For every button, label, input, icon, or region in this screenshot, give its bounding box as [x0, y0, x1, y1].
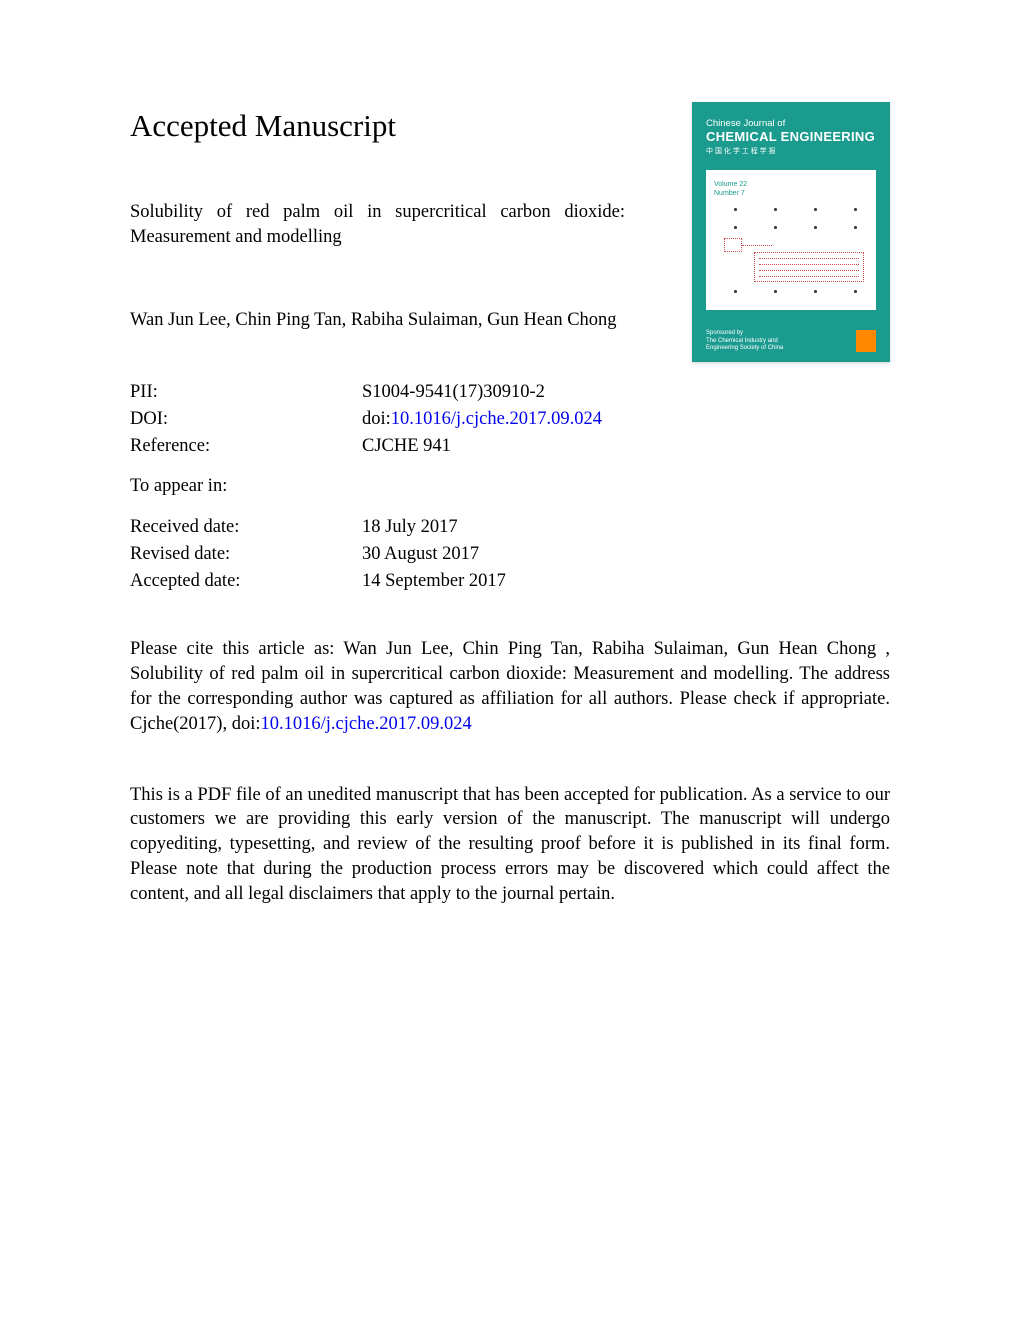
- meta-value: CJCHE 941: [362, 433, 625, 460]
- meta-row-accepted: Accepted date: 14 September 2017: [130, 568, 625, 595]
- cover-number: Number 7: [714, 189, 868, 198]
- citation-text: Please cite this article as: Wan Jun Lee…: [130, 639, 890, 734]
- meta-row-revised: Revised date: 30 August 2017: [130, 541, 625, 568]
- cover-journal-title: CHEMICAL ENGINEERING: [706, 129, 876, 144]
- cover-diagram: [714, 202, 868, 302]
- doi-prefix: doi:: [362, 409, 391, 429]
- authors: Wan Jun Lee, Chin Ping Tan, Rabiha Sulai…: [130, 310, 625, 331]
- citation-doi-link[interactable]: 10.1016/j.cjche.2017.09.024: [261, 714, 472, 734]
- meta-label: To appear in:: [130, 473, 362, 500]
- meta-value: S1004-9541(17)30910-2: [362, 379, 625, 406]
- content-column: Accepted Manuscript Solubility of red pa…: [130, 108, 625, 595]
- meta-row-pii: PII: S1004-9541(17)30910-2: [130, 379, 625, 406]
- cover-footer: Sponsored by The Chemical Industry and E…: [706, 330, 876, 352]
- meta-label: Reference:: [130, 433, 362, 460]
- metadata-table: PII: S1004-9541(17)30910-2 DOI: doi:10.1…: [130, 379, 625, 595]
- meta-row-doi: DOI: doi:10.1016/j.cjche.2017.09.024: [130, 406, 625, 433]
- page-title: Accepted Manuscript: [130, 108, 625, 144]
- meta-label: Revised date:: [130, 541, 362, 568]
- elsevier-logo-icon: [856, 330, 876, 352]
- meta-value: doi:10.1016/j.cjche.2017.09.024: [362, 406, 625, 433]
- article-title: Solubility of red palm oil in supercriti…: [130, 200, 625, 250]
- meta-label: Accepted date:: [130, 568, 362, 595]
- cover-footer-line: Engineering Society of China: [706, 345, 876, 352]
- meta-label: DOI:: [130, 406, 362, 433]
- cover-header: Chinese Journal of CHEMICAL ENGINEERING …: [692, 102, 890, 166]
- cover-footer-line: The Chemical Industry and: [706, 338, 876, 345]
- meta-value: 14 September 2017: [362, 568, 625, 595]
- cover-chinese-title: 中 国 化 学 工 程 学 报: [706, 146, 876, 156]
- cover-footer-line: Sponsored by: [706, 330, 876, 337]
- cover-body: Volume 22 Number 7: [706, 170, 876, 310]
- meta-row-reference: Reference: CJCHE 941: [130, 433, 625, 460]
- meta-label: PII:: [130, 379, 362, 406]
- citation-block: Please cite this article as: Wan Jun Lee…: [130, 637, 890, 737]
- cover-journal-subtitle: Chinese Journal of: [706, 118, 876, 129]
- disclaimer-block: This is a PDF file of an unedited manusc…: [130, 783, 890, 908]
- meta-label: Received date:: [130, 514, 362, 541]
- meta-row-appear: To appear in:: [130, 473, 625, 500]
- journal-cover-thumbnail: Chinese Journal of CHEMICAL ENGINEERING …: [692, 102, 890, 362]
- cover-volume: Volume 22: [714, 180, 868, 189]
- meta-value: 18 July 2017: [362, 514, 625, 541]
- meta-value: [362, 473, 625, 500]
- doi-link[interactable]: 10.1016/j.cjche.2017.09.024: [391, 409, 602, 429]
- meta-row-received: Received date: 18 July 2017: [130, 514, 625, 541]
- meta-value: 30 August 2017: [362, 541, 625, 568]
